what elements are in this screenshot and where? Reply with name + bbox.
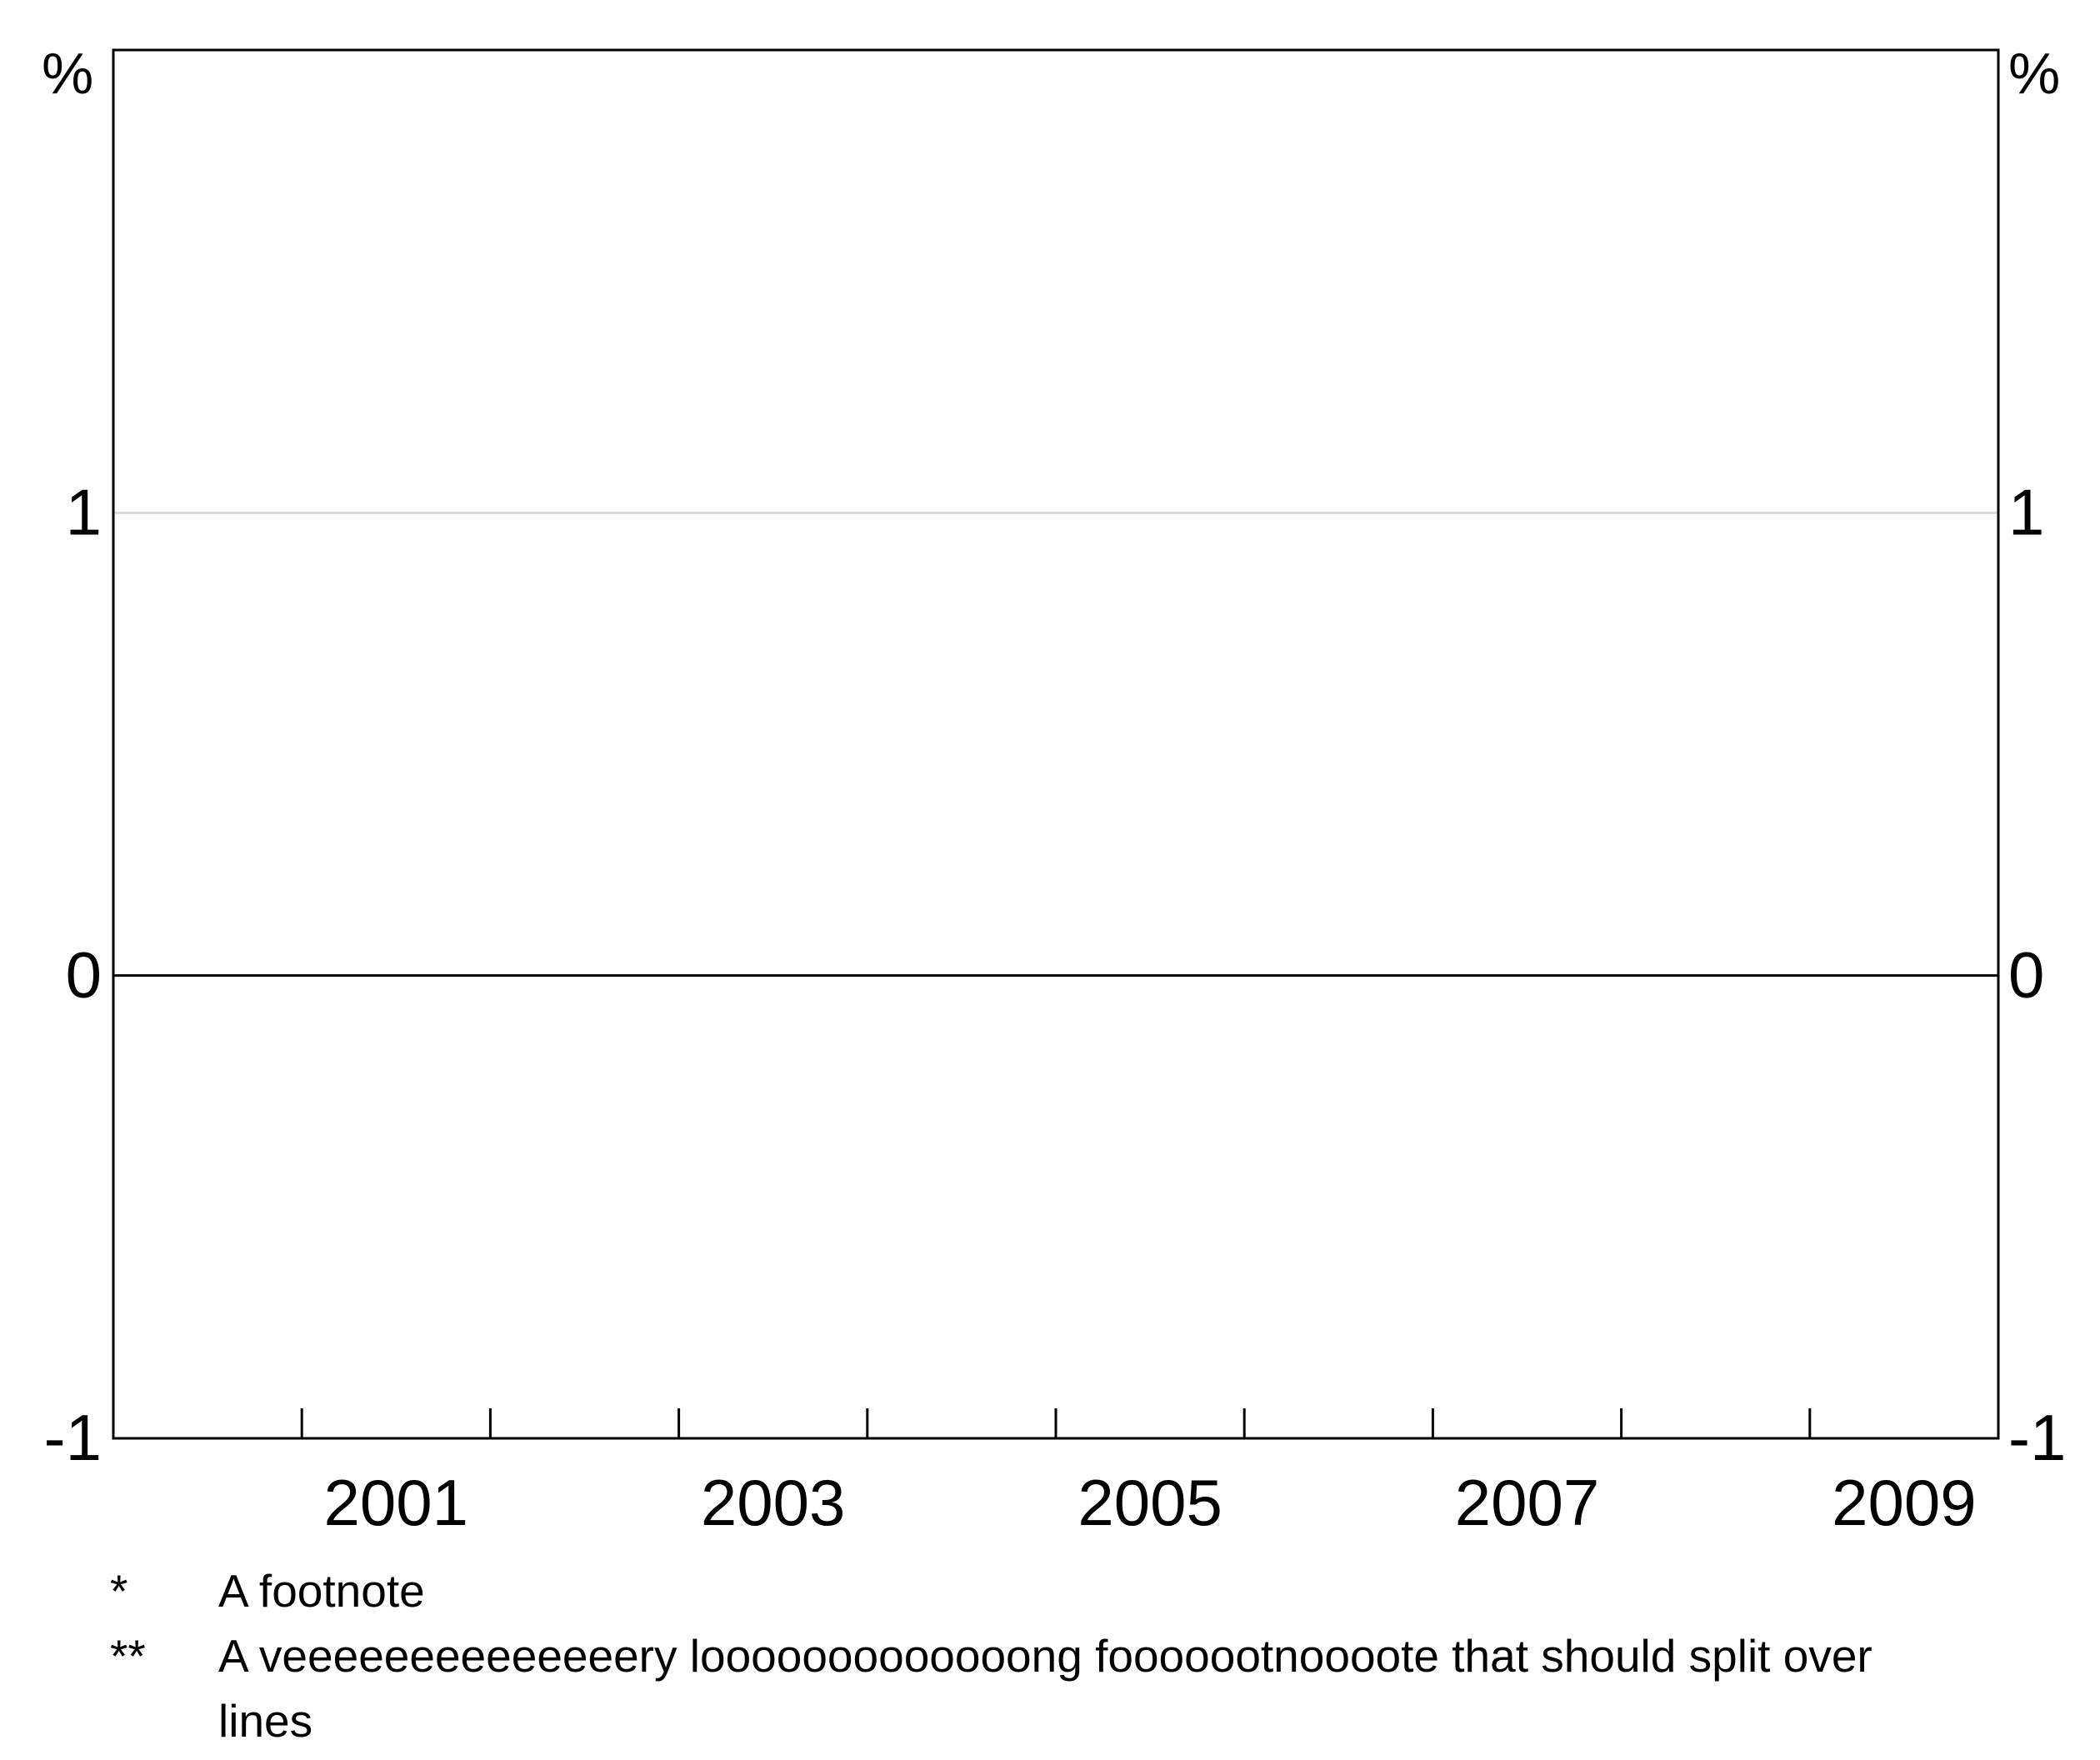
- footnote-marker: *: [110, 1565, 128, 1617]
- y-tick-label-left: 1: [66, 475, 102, 548]
- x-tick-label: 2003: [701, 1466, 846, 1539]
- x-axis-ticks: [300, 1408, 1812, 1438]
- footnote-text: A veeeeeeeeeeeeeery looooooooooooong foo…: [218, 1630, 1872, 1747]
- y-unit-left: %: [42, 41, 93, 106]
- x-tick-label: 2005: [1078, 1466, 1222, 1539]
- x-tick-label: 2007: [1455, 1466, 1600, 1539]
- x-tick-label: 2009: [1832, 1466, 1977, 1539]
- y-tick-label-right: -1: [2008, 1401, 2066, 1474]
- chart: -1 0 1 -1 0 1 2001 2003 2005 2007 2009 % %: [42, 41, 2066, 1539]
- footnote-1: * A footnote: [110, 1558, 1943, 1623]
- footnotes: * A footnote ** A veeeeeeeeeeeeeery looo…: [110, 1558, 1943, 1753]
- footnote-marker: **: [110, 1630, 146, 1682]
- footnote-text: A footnote: [218, 1565, 425, 1617]
- y-unit-right: %: [2008, 41, 2060, 106]
- y-tick-label-right: 1: [2008, 475, 2044, 548]
- y-tick-label-left: 0: [66, 938, 102, 1012]
- x-axis-labels: 2001 2003 2005 2007 2009: [324, 1466, 1977, 1539]
- y-axis-left-labels: -1 0 1: [44, 475, 102, 1474]
- x-tick-label: 2001: [324, 1466, 469, 1539]
- y-tick-label-left: -1: [44, 1401, 102, 1474]
- footnote-2: ** A veeeeeeeeeeeeeery looooooooooooong …: [110, 1623, 1943, 1753]
- y-axis-right-labels: -1 0 1: [2008, 475, 2066, 1474]
- plot-frame: [112, 48, 2000, 1440]
- y-tick-label-right: 0: [2008, 938, 2044, 1012]
